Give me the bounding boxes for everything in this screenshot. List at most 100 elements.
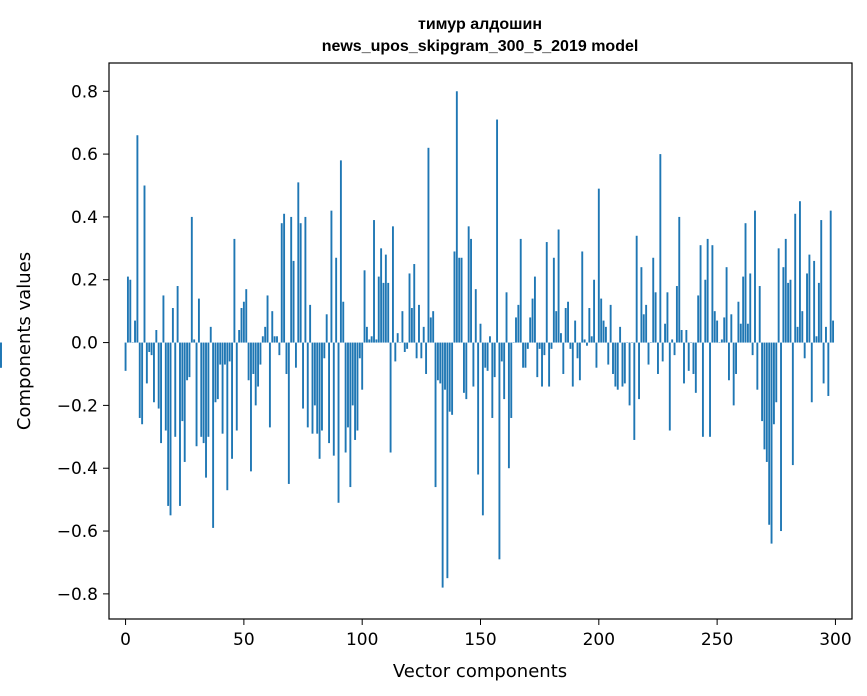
bar [683, 342, 685, 384]
bar [129, 279, 132, 343]
bar [195, 342, 198, 447]
y-tick-label: 0.8 [71, 82, 98, 102]
bar [368, 339, 371, 343]
bar [453, 251, 456, 343]
bar [143, 185, 146, 343]
bar [701, 342, 704, 437]
bar [713, 311, 716, 343]
bar [384, 254, 387, 343]
bar [266, 295, 269, 343]
bar [465, 342, 468, 400]
bar [590, 336, 593, 343]
bar [231, 342, 233, 459]
bar [193, 339, 196, 343]
bar [808, 254, 811, 343]
bar [183, 342, 186, 462]
bar [484, 342, 487, 368]
bar [294, 342, 297, 368]
bar [358, 342, 361, 359]
bar [228, 342, 231, 362]
bar [197, 298, 200, 343]
bar [436, 342, 439, 381]
bar [309, 304, 312, 343]
bar [609, 304, 612, 343]
bar [503, 342, 506, 400]
bar [799, 201, 801, 343]
bar [299, 223, 302, 343]
bar [581, 251, 584, 343]
bar [316, 342, 319, 434]
bar [536, 342, 539, 378]
bar [339, 160, 342, 343]
bar [323, 342, 326, 359]
bar [557, 229, 560, 343]
bar [673, 342, 676, 356]
bar [470, 238, 472, 343]
bar [619, 326, 622, 343]
bar [647, 342, 650, 365]
y-tick-label: 0.0 [71, 334, 98, 354]
bar [737, 301, 740, 343]
bar [765, 342, 768, 462]
bar [510, 342, 513, 418]
bar [777, 248, 780, 343]
bar [167, 342, 170, 506]
bar [817, 282, 820, 343]
bar [772, 342, 775, 425]
bar [394, 342, 397, 362]
bar [687, 342, 690, 371]
x-axis-label: Vector components [393, 661, 567, 682]
bar [0, 342, 2, 368]
bar [744, 223, 747, 343]
bar [418, 304, 420, 343]
bar [240, 308, 243, 343]
bar [751, 342, 754, 356]
x-tick-label: 50 [233, 630, 255, 650]
bar [524, 342, 527, 368]
bar [780, 342, 782, 532]
bar [486, 342, 489, 371]
bar [422, 326, 425, 343]
x-tick-label: 0 [120, 630, 131, 650]
bar [614, 342, 617, 387]
bar [739, 323, 742, 343]
bar [678, 216, 681, 343]
bar [410, 308, 413, 343]
chart-title: тимур алдошин [418, 16, 542, 33]
y-tick-label: −0.4 [57, 459, 98, 479]
bar [574, 320, 577, 343]
bar [666, 292, 669, 343]
bar [160, 342, 162, 444]
bar [221, 342, 224, 434]
bar [560, 333, 562, 343]
bar [621, 342, 624, 387]
bar [685, 330, 688, 343]
bar [628, 342, 631, 406]
bar [652, 257, 655, 343]
bar [460, 257, 463, 343]
bar [351, 342, 354, 406]
bar [264, 326, 267, 343]
bar [318, 342, 321, 459]
bar [458, 257, 461, 343]
bar [254, 342, 257, 406]
bar [387, 282, 390, 343]
bar [148, 342, 151, 352]
bar [276, 336, 278, 343]
bar [680, 330, 683, 343]
bar [330, 210, 333, 343]
bar [354, 342, 357, 440]
bar [820, 220, 823, 343]
bar [742, 276, 745, 343]
bar [578, 342, 581, 381]
bar [415, 342, 418, 359]
bar [481, 342, 484, 516]
bar [136, 135, 139, 343]
bar [550, 342, 553, 349]
bar [347, 342, 349, 428]
bar [796, 326, 799, 343]
bar [325, 314, 328, 343]
bar [645, 304, 648, 343]
bar [245, 289, 248, 343]
bar [709, 342, 711, 437]
